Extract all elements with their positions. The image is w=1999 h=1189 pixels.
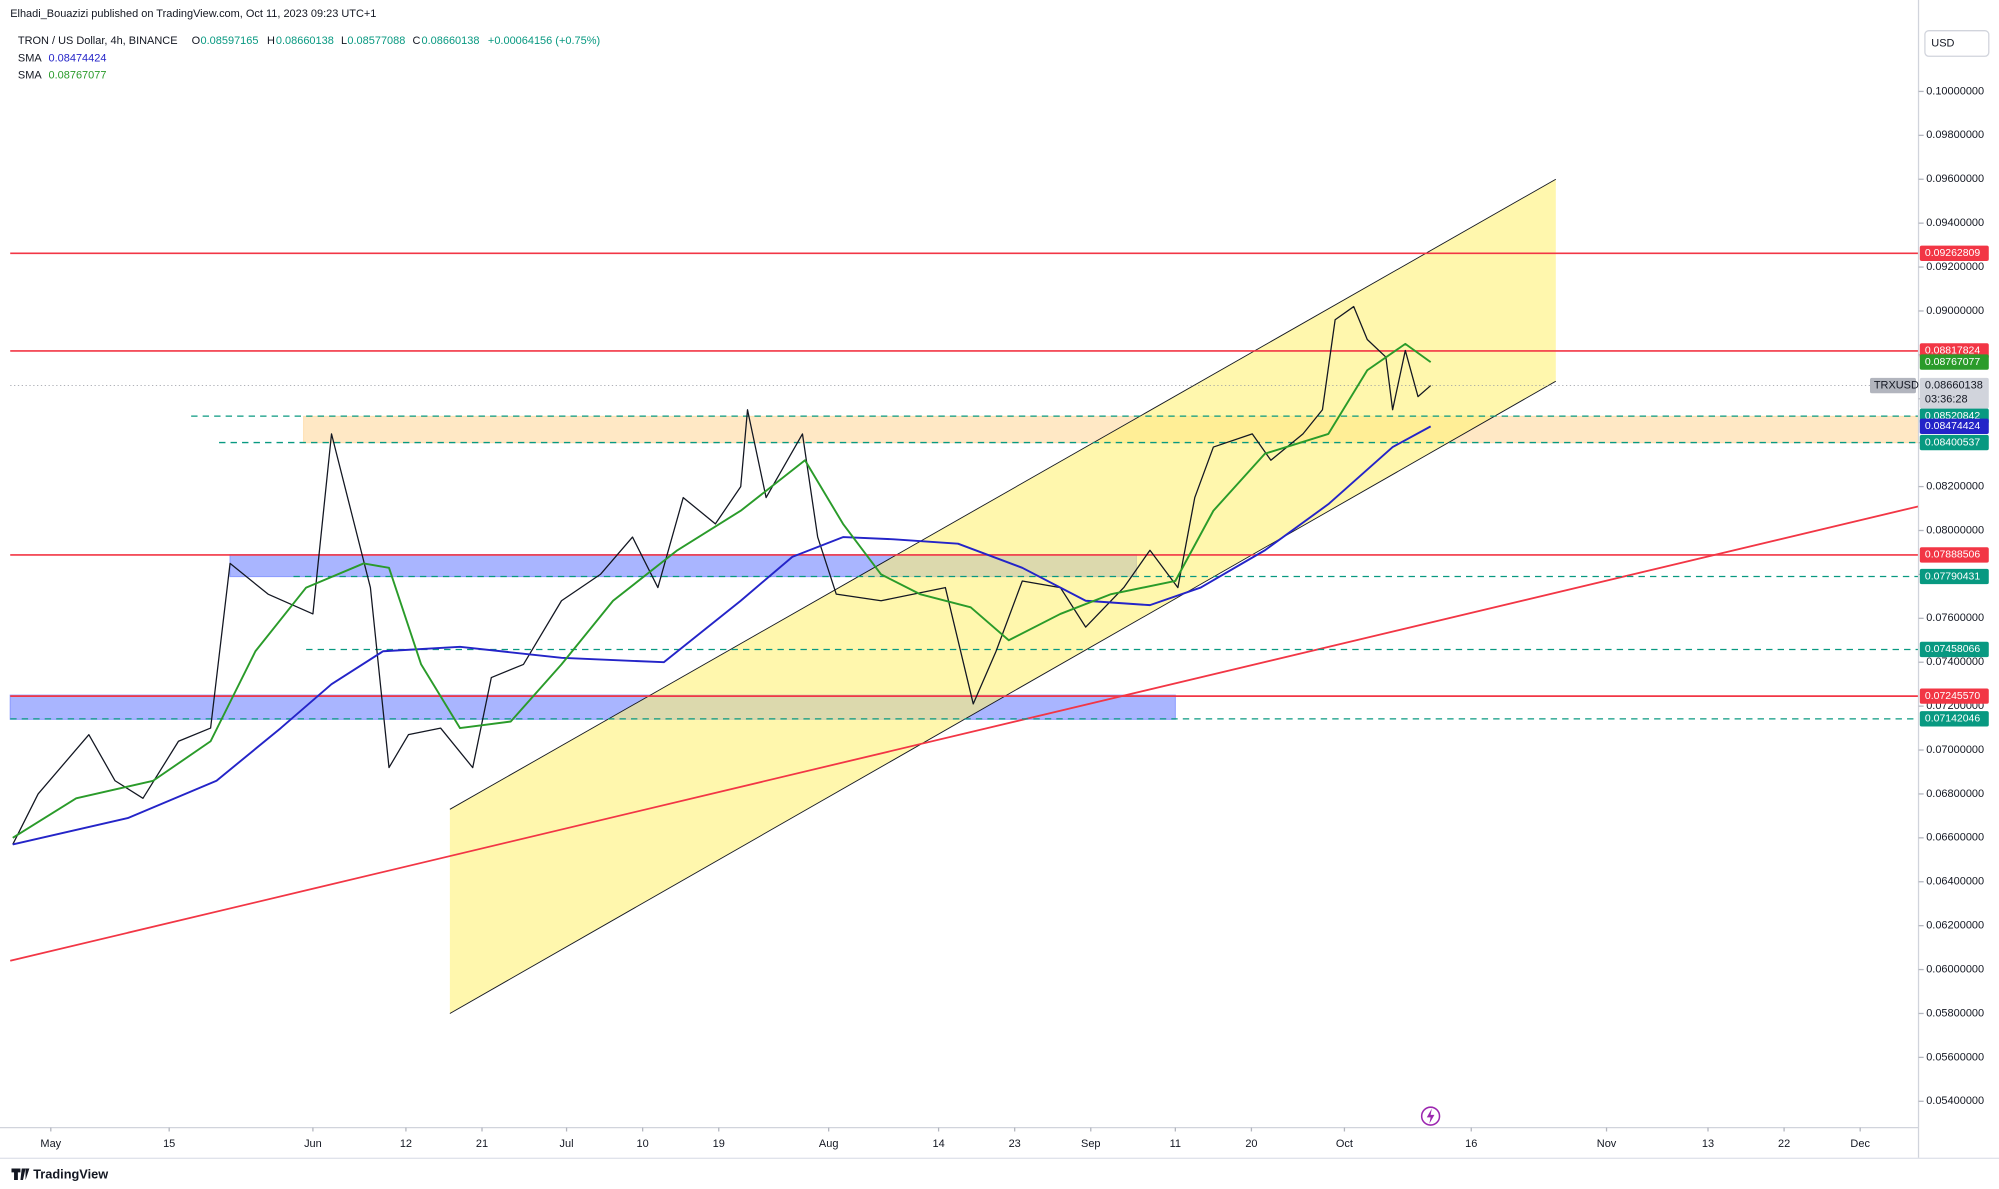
sma-label: 0.08474424 bbox=[1925, 421, 1980, 432]
sma-tag bbox=[1919, 354, 1989, 370]
y-tick-label: 0.09200000 bbox=[1926, 261, 1984, 273]
y-tick-label: 0.06600000 bbox=[1926, 832, 1984, 844]
y-tick-label: 0.08200000 bbox=[1926, 480, 1984, 492]
x-tick-label: 22 bbox=[1778, 1138, 1790, 1150]
level-tag bbox=[1919, 641, 1989, 658]
channel-fill bbox=[449, 179, 1556, 1014]
level-label: 0.08400537 bbox=[1925, 437, 1980, 448]
y-tick-label: 0.09800000 bbox=[1926, 129, 1984, 141]
symbol-tag bbox=[1869, 377, 1916, 394]
legend-name: SMA bbox=[18, 53, 42, 65]
y-tick-label: 0.06200000 bbox=[1926, 920, 1984, 932]
level-label: 0.08817824 bbox=[1925, 346, 1980, 357]
y-tick-label: 0.10000000 bbox=[1926, 85, 1984, 97]
x-tick-label: Jun bbox=[304, 1138, 322, 1150]
ohlc-value: 0.08660138 bbox=[276, 35, 334, 47]
level-label: 0.07142046 bbox=[1925, 714, 1980, 725]
y-tick-label: 0.07600000 bbox=[1926, 612, 1984, 624]
ohlc-value: 0.08597165 bbox=[201, 35, 259, 47]
x-tick-label: 12 bbox=[400, 1138, 412, 1150]
legend-value: 0.08767077 bbox=[49, 69, 107, 81]
price-tag bbox=[1919, 377, 1989, 409]
channel-lower bbox=[449, 380, 1557, 1014]
y-tick-label: 0.07000000 bbox=[1926, 744, 1984, 756]
series-line bbox=[12, 425, 1432, 846]
ohlc-label: L bbox=[341, 35, 347, 47]
x-tick-label: 20 bbox=[1245, 1138, 1257, 1150]
axes: USD 0.05400000 0.05600000 0.05800000 0.0600… bbox=[0, 0, 1999, 1159]
sma-tag bbox=[1919, 418, 1989, 435]
x-tick-label: 11 bbox=[1170, 1138, 1181, 1150]
currency-box[interactable] bbox=[1924, 30, 1990, 57]
ohlc-label: H bbox=[267, 35, 275, 47]
x-tick-label: 14 bbox=[932, 1138, 944, 1150]
ohlc-value: 0.08577088 bbox=[347, 35, 405, 47]
x-tick-label: 13 bbox=[1702, 1138, 1714, 1150]
x-tick-label: 23 bbox=[1009, 1138, 1021, 1150]
y-tick-label: 0.06800000 bbox=[1926, 788, 1984, 800]
brand: TradingView bbox=[33, 1166, 108, 1181]
y-tick-label: 0.05800000 bbox=[1926, 1007, 1984, 1019]
series-line bbox=[12, 342, 1432, 839]
ohlc-label: C bbox=[413, 35, 421, 47]
brand-logo bbox=[11, 1168, 30, 1181]
trendline bbox=[10, 505, 1919, 962]
level-label: 0.07790431 bbox=[1925, 571, 1980, 582]
ohlc-label: O bbox=[192, 35, 201, 47]
legend-value: 0.08474424 bbox=[49, 53, 107, 65]
level-label: 0.07458066 bbox=[1925, 644, 1980, 655]
level-label: 0.09262809 bbox=[1925, 248, 1980, 259]
level-tag bbox=[1919, 568, 1989, 585]
level-tag bbox=[1919, 711, 1989, 727]
price-label: 0.08660138 bbox=[1925, 379, 1983, 391]
symbol: TRON / US Dollar, 4h, BINANCE bbox=[18, 35, 178, 47]
level-tag bbox=[1919, 547, 1989, 563]
published-note: Elhadi_Bouazizi published on TradingView… bbox=[10, 8, 376, 20]
y-tick-label: 0.05400000 bbox=[1926, 1095, 1984, 1107]
symbol-label: TRXUSD bbox=[1874, 379, 1919, 391]
header: Elhadi_Bouazizi published on TradingView… bbox=[10, 8, 600, 1181]
x-tick-label: 19 bbox=[713, 1138, 725, 1150]
x-tick-label: Dec bbox=[1850, 1138, 1870, 1150]
x-tick-label: May bbox=[40, 1138, 61, 1150]
x-tick-label: Jul bbox=[560, 1138, 574, 1150]
level-tag bbox=[1919, 245, 1989, 261]
price-change: +0.00064156 (+0.75%) bbox=[488, 35, 600, 47]
y-tick-label: 0.09600000 bbox=[1926, 173, 1984, 185]
sma-label: 0.08767077 bbox=[1925, 357, 1980, 368]
x-tick-label: 21 bbox=[476, 1138, 488, 1150]
y-tick-label: 0.08000000 bbox=[1926, 524, 1984, 536]
ohlc-value: 0.08660138 bbox=[422, 35, 480, 47]
y-tick-label: 0.09000000 bbox=[1926, 305, 1984, 317]
drawings bbox=[9, 178, 1920, 1014]
x-tick-label: 16 bbox=[1465, 1138, 1477, 1150]
level-label: 0.07245570 bbox=[1925, 691, 1980, 702]
x-tick-label: 10 bbox=[637, 1138, 649, 1150]
x-tick-label: Aug bbox=[819, 1138, 839, 1150]
events-bolt bbox=[1426, 1108, 1435, 1124]
currency: USD bbox=[1931, 37, 1954, 49]
level-label: 0.07888506 bbox=[1925, 550, 1980, 561]
y-tick-label: 0.06400000 bbox=[1926, 876, 1984, 888]
countdown: 03:36:28 bbox=[1925, 394, 1968, 406]
level-label: 0.08520842 bbox=[1925, 411, 1980, 422]
channel-upper bbox=[449, 178, 1557, 810]
y-tick-label: 0.09400000 bbox=[1926, 217, 1984, 229]
x-tick-label: 15 bbox=[163, 1138, 175, 1150]
series-line bbox=[12, 305, 1432, 845]
y-tick-label: 0.05600000 bbox=[1926, 1051, 1984, 1063]
level-tag bbox=[1919, 688, 1989, 704]
legend-name: SMA bbox=[18, 69, 42, 81]
series bbox=[12, 305, 1432, 846]
x-tick-label: Sep bbox=[1081, 1138, 1101, 1150]
level-tag bbox=[1919, 434, 1989, 451]
y-tick-label: 0.06000000 bbox=[1926, 963, 1984, 975]
x-tick-label: Nov bbox=[1597, 1138, 1617, 1150]
x-tick-label: Oct bbox=[1336, 1138, 1353, 1150]
events-icon[interactable] bbox=[1420, 1106, 1441, 1126]
y-tick-label: 0.07400000 bbox=[1926, 656, 1984, 668]
